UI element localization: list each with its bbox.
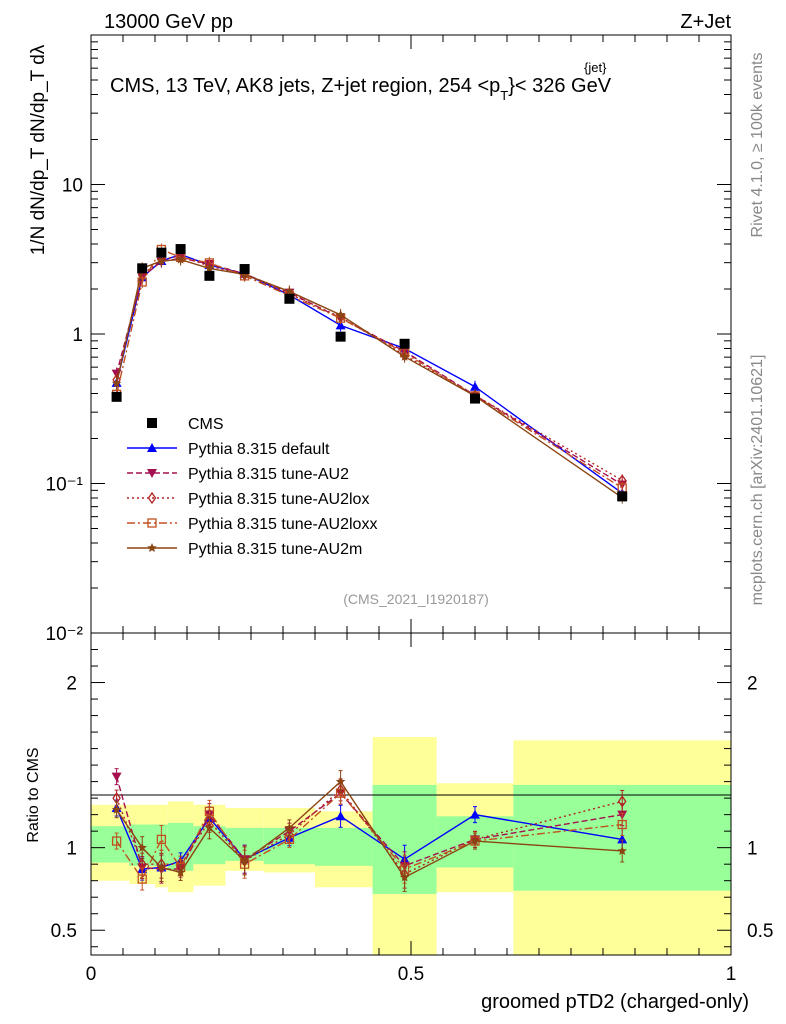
main-point-pythia-8-315-tune-au2loxx bbox=[137, 277, 147, 287]
y-tick-label: 10⁻² bbox=[46, 624, 84, 645]
main-panel: 10⁻² 10⁻¹ 1 10 CMS, 13 TeV, AK8 jets, Z+jet… bbox=[28, 34, 732, 645]
cms-data-point bbox=[137, 263, 148, 274]
ratio-point-pythia-8-315-default bbox=[335, 811, 346, 821]
title-sub: T bbox=[500, 88, 508, 103]
ratio-bands bbox=[91, 737, 731, 955]
main-frame bbox=[90, 34, 732, 634]
ratio-band-stat bbox=[315, 827, 373, 866]
cms-data-point bbox=[399, 338, 410, 349]
process-label: Z+Jet bbox=[680, 11, 731, 33]
ratio-point-pythia-8-315-tune-au2 bbox=[111, 772, 122, 782]
cms-data-point bbox=[175, 244, 186, 255]
title-tail: }< 326 GeV bbox=[508, 75, 612, 97]
ratio-point-pythia-8-315-tune-au2lox bbox=[617, 795, 627, 808]
ratio-tick-label-left: 0.5 bbox=[51, 921, 77, 942]
main-point-pythia-8-315-tune-au2m bbox=[204, 263, 215, 273]
y-tick-label: 10 bbox=[62, 176, 83, 197]
rivet-label: Rivet 4.1.0, ≥ 100k events bbox=[749, 53, 766, 238]
main-y-label: 1/N dN/dp_T dN/dp_T dλ bbox=[28, 44, 49, 255]
ratio-point-pythia-8-315-tune-au2m bbox=[284, 822, 295, 832]
main-point-pythia-8-315-default bbox=[335, 320, 346, 330]
x-axis-label: groomed pTD2 (charged-only) bbox=[481, 991, 749, 1013]
legend-marker bbox=[147, 543, 157, 553]
main-line-pythia-8-315-tune-au2m bbox=[115, 258, 623, 499]
main-point-pythia-8-315-tune-au2m bbox=[399, 351, 410, 361]
ratio-point-pythia-8-315-tune-au2loxx bbox=[204, 806, 215, 816]
ratio-point-pythia-8-315-tune-au2loxx bbox=[137, 874, 147, 884]
cms-data-point bbox=[204, 270, 215, 281]
ratio-point-pythia-8-315-tune-au2m bbox=[111, 804, 122, 814]
ratio-point-pythia-8-315-tune-au2loxx bbox=[617, 819, 627, 830]
ratio-tick-label-right: 2 bbox=[747, 674, 758, 695]
legend-label: Pythia 8.315 tune-AU2lox bbox=[188, 491, 369, 508]
ratio-tick-label-right: 1 bbox=[747, 839, 758, 860]
main-point-pythia-8-315-tune-au2m bbox=[156, 255, 167, 266]
cms-data-point bbox=[111, 391, 122, 402]
ratio-point-pythia-8-315-tune-au2loxx bbox=[156, 834, 167, 845]
x-tick-label: 0 bbox=[86, 964, 97, 985]
ratio-line-pythia-8-315-tune-au2lox bbox=[115, 788, 623, 875]
ratio-point-pythia-8-315-tune-au2m bbox=[137, 842, 147, 852]
ratio-point-pythia-8-315-tune-au2m bbox=[399, 872, 410, 882]
legend-marker bbox=[147, 491, 157, 505]
ratio-point-pythia-8-315-default bbox=[617, 834, 628, 844]
main-point-pythia-8-315-tune-au2m bbox=[335, 309, 346, 319]
legend-label: Pythia 8.315 tune-AU2loxx bbox=[188, 516, 377, 533]
ratio-tick-label-left: 2 bbox=[66, 674, 77, 695]
cms-data-point bbox=[335, 331, 346, 342]
main-point-pythia-8-315-tune-au2m bbox=[111, 378, 122, 388]
ratio-point-pythia-8-315-tune-au2m bbox=[156, 862, 167, 872]
main-axis-ticks: 10⁻² 10⁻¹ 1 10 bbox=[46, 35, 732, 645]
y-tick-label: 10⁻¹ bbox=[46, 475, 84, 496]
ratio-point-pythia-8-315-tune-au2m bbox=[470, 836, 480, 846]
main-point-pythia-8-315-default bbox=[470, 381, 480, 391]
main-line-pythia-8-315-tune-au2lox bbox=[115, 255, 623, 481]
main-point-pythia-8-315-tune-au2m bbox=[175, 254, 186, 264]
legend-marker bbox=[147, 418, 157, 428]
legend-marker bbox=[147, 518, 157, 528]
ratio-point-pythia-8-315-tune-au2m bbox=[175, 867, 186, 877]
legend: CMS Pythia 8.315 default Pythia 8.315 tune… bbox=[127, 416, 377, 558]
cms-data-point bbox=[470, 393, 480, 404]
main-point-pythia-8-315-tune-au2m bbox=[284, 286, 295, 296]
cms-data-point bbox=[156, 247, 167, 258]
analysis-id: (CMS_2021_I1920187) bbox=[343, 591, 489, 607]
legend-label: Pythia 8.315 tune-AU2m bbox=[188, 541, 362, 558]
cms-data-point bbox=[617, 491, 628, 502]
ratio-frame bbox=[90, 632, 732, 956]
ratio-tick-label-left: 1 bbox=[66, 839, 77, 860]
ratio-panel: 0.5 0.5 1 1 2 2 0 0.5 1 Ratio to CMS bbox=[25, 632, 773, 985]
cms-data-point bbox=[239, 264, 250, 275]
ratio-line-pythia-8-315-tune-au2loxx bbox=[116, 792, 623, 881]
x-tick-label: 1 bbox=[726, 964, 737, 985]
mcplots-label: mcplots.cern.ch [arXiv:2401.10621] bbox=[749, 355, 766, 606]
title-main: CMS, 13 TeV, AK8 jets, Z+jet region, 254… bbox=[110, 75, 500, 97]
ratio-series bbox=[111, 768, 628, 892]
legend-label: Pythia 8.315 default bbox=[188, 441, 330, 458]
ratio-point-pythia-8-315-default bbox=[470, 809, 480, 819]
ratio-tick-label-right: 0.5 bbox=[747, 921, 773, 942]
y-tick-label: 1 bbox=[72, 325, 83, 346]
x-tick-label: 0.5 bbox=[398, 964, 424, 985]
ratio-line-pythia-8-315-tune-au2 bbox=[115, 776, 623, 870]
ratio-y-label: Ratio to CMS bbox=[25, 747, 42, 842]
legend-label: CMS bbox=[188, 416, 224, 433]
y-label-text: 1/N dN/dp_T dN/dp_T dλ bbox=[28, 44, 49, 255]
ratio-point-pythia-8-315-tune-au2loxx bbox=[111, 836, 122, 846]
ratio-band-stat bbox=[91, 826, 130, 863]
energy-label: 13000 GeV pp bbox=[104, 11, 233, 33]
ratio-point-pythia-8-315-tune-au2m bbox=[239, 855, 250, 865]
ratio-point-pythia-8-315-tune-au2m bbox=[204, 822, 215, 832]
legend-label: Pythia 8.315 tune-AU2 bbox=[188, 466, 349, 483]
cms-data-point bbox=[284, 293, 295, 304]
legend-marker bbox=[147, 443, 157, 452]
ratio-point-pythia-8-315-tune-au2m bbox=[617, 845, 627, 856]
title-super: {jet} bbox=[584, 60, 607, 75]
plot-title: CMS, 13 TeV, AK8 jets, Z+jet region, 254… bbox=[110, 75, 612, 103]
main-series bbox=[111, 243, 628, 504]
ratio-point-pythia-8-315-tune-au2m bbox=[335, 776, 346, 786]
main-data-points bbox=[111, 244, 628, 502]
legend-marker bbox=[147, 469, 157, 478]
